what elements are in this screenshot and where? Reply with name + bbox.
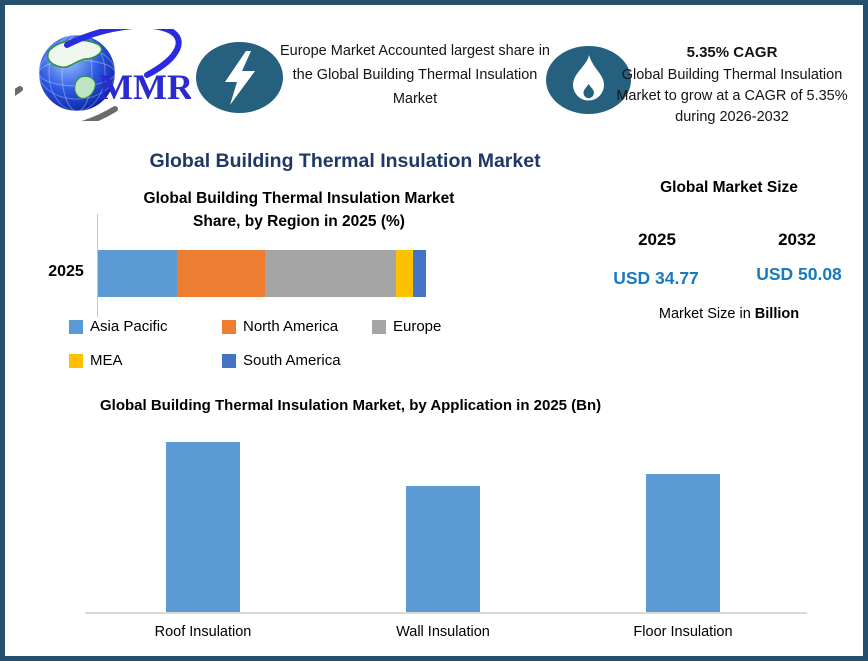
market-size-note-prefix: Market Size in xyxy=(658,306,755,322)
highlight-left-text: Europe Market Accounted largest share in… xyxy=(279,43,550,107)
market-size-note: Market Size in Billion xyxy=(605,306,853,322)
bar-wall-insulation xyxy=(406,486,480,613)
page-title: Global Building Thermal Insulation Marke… xyxy=(149,150,541,172)
lightning-icon xyxy=(225,51,255,105)
region-stacked-bar xyxy=(98,250,426,297)
region-legend: Asia Pacific North America Europe MEA South … xyxy=(69,318,489,369)
application-chart-title: Global Building Thermal Insulation Marke… xyxy=(100,397,602,414)
legend-swatch-europe xyxy=(372,319,386,334)
bar-roof-insulation xyxy=(166,442,240,613)
globe-logo-icon: MMR xyxy=(5,22,194,136)
application-category-labels: Roof Insulation Wall Insulation Floor In… xyxy=(83,624,803,640)
region-chart-y-axis xyxy=(97,214,98,317)
legend-swatch-south-america xyxy=(222,353,236,368)
legend-item-mea: MEA xyxy=(69,352,222,369)
market-size-note-unit: Billion xyxy=(754,306,800,322)
application-bar-slot xyxy=(563,442,803,613)
legend-label-south-america: South America xyxy=(243,352,341,369)
lightning-badge xyxy=(196,42,283,113)
legend-label-europe: Europe xyxy=(393,318,442,335)
market-size-value-2025: USD 34.77 xyxy=(613,268,699,288)
highlight-right-block: 5.35% CAGR Global Building Thermal Insul… xyxy=(607,42,857,128)
region-chart-title-line1: Global Building Thermal Insulation Marke… xyxy=(143,190,455,207)
market-size-value-2032: USD 50.08 xyxy=(756,264,842,284)
category-label-wall: Wall Insulation xyxy=(396,624,490,640)
mmr-logo-text: MMR xyxy=(99,67,191,107)
region-chart-title: Global Building Thermal Insulation Marke… xyxy=(113,187,485,233)
cagr-text: Global Building Thermal Insulation Marke… xyxy=(616,67,848,125)
bar-segment-mea xyxy=(396,250,413,297)
category-label-roof: Roof Insulation xyxy=(154,624,252,640)
cagr-title: 5.35% CAGR xyxy=(686,44,778,61)
region-chart-title-line2: Share, by Region in 2025 (%) xyxy=(193,213,405,230)
legend-swatch-north-america xyxy=(222,319,236,334)
application-chart-plot xyxy=(83,442,803,613)
mmr-logo: MMR xyxy=(5,22,194,136)
legend-swatch-mea xyxy=(69,353,83,368)
market-size-year-2025: 2025 xyxy=(638,230,676,249)
legend-label-asia-pacific: Asia Pacific xyxy=(90,318,168,335)
application-bar-slot xyxy=(323,442,563,613)
application-chart-x-axis xyxy=(85,612,807,614)
legend-label-mea: MEA xyxy=(90,352,123,369)
bar-floor-insulation xyxy=(646,473,720,613)
legend-swatch-asia-pacific xyxy=(69,319,83,334)
application-bar-slot xyxy=(83,442,323,613)
global-market-size-title: Global Market Size xyxy=(660,179,798,196)
legend-item-north-america: North America xyxy=(222,318,372,335)
bar-segment-north-america xyxy=(176,250,266,297)
market-size-year-2032: 2032 xyxy=(778,230,816,249)
category-label-floor: Floor Insulation xyxy=(633,624,733,640)
flame-icon xyxy=(573,55,604,101)
bar-segment-asia-pacific xyxy=(98,250,177,297)
bar-segment-south-america xyxy=(412,250,426,297)
bar-segment-europe xyxy=(265,250,397,297)
legend-item-europe: Europe xyxy=(372,318,489,335)
flame-badge xyxy=(546,46,631,114)
legend-item-south-america: South America xyxy=(222,352,372,369)
region-chart-category-label: 2025 xyxy=(48,263,84,280)
legend-item-asia-pacific: Asia Pacific xyxy=(69,318,222,335)
legend-label-north-america: North America xyxy=(243,318,339,335)
